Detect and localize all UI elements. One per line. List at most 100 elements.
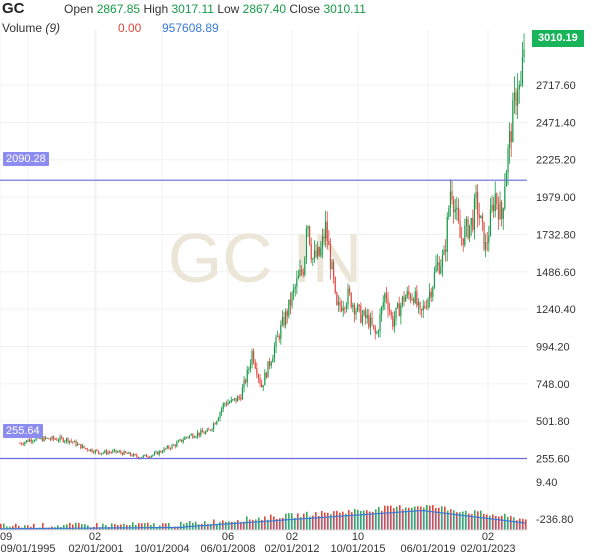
candle-body bbox=[376, 332, 378, 334]
volume-bar bbox=[57, 525, 59, 530]
volume-bar bbox=[381, 510, 383, 530]
candle-body bbox=[374, 327, 376, 334]
volume-bar bbox=[483, 513, 485, 530]
volume-bar bbox=[147, 522, 149, 530]
candle-body bbox=[240, 397, 242, 400]
volume-bar bbox=[237, 520, 239, 530]
candle-body bbox=[384, 293, 386, 303]
candle-body bbox=[43, 436, 45, 442]
candle-body bbox=[440, 266, 442, 274]
candle-body bbox=[499, 201, 501, 220]
candle-body bbox=[184, 437, 186, 440]
volume-bar bbox=[495, 515, 497, 530]
candle-body bbox=[425, 307, 428, 309]
volume-bar bbox=[363, 510, 365, 530]
candle-body bbox=[235, 398, 237, 402]
volume-bar bbox=[369, 511, 371, 530]
volume-bar bbox=[171, 526, 173, 530]
candle-body bbox=[406, 291, 408, 297]
candle-body bbox=[62, 438, 64, 442]
volume-bar bbox=[114, 524, 116, 530]
candle-body bbox=[363, 310, 365, 316]
candle-body bbox=[345, 304, 348, 309]
volume-bar bbox=[405, 507, 407, 530]
candle-body bbox=[328, 241, 330, 245]
high-value: 3017.11 bbox=[171, 2, 214, 16]
candle-body bbox=[400, 305, 402, 317]
volume-bar bbox=[84, 524, 86, 530]
hline-badge-lower[interactable]: 255.64 bbox=[3, 424, 43, 438]
candle-body bbox=[197, 432, 199, 437]
candle-body bbox=[88, 450, 90, 451]
candle-body bbox=[206, 429, 208, 432]
candle-body bbox=[144, 454, 146, 456]
candle-body bbox=[451, 191, 453, 200]
candle-body bbox=[326, 221, 328, 242]
candle-body bbox=[129, 452, 132, 456]
hline-badge-upper[interactable]: 2090.28 bbox=[3, 152, 49, 166]
candle-body bbox=[134, 454, 136, 455]
candle-body bbox=[208, 429, 210, 431]
candle-body bbox=[317, 247, 319, 257]
candle-body bbox=[318, 247, 320, 256]
candle-body bbox=[398, 303, 400, 317]
candle-body bbox=[309, 226, 311, 245]
volume-bar bbox=[282, 517, 284, 530]
candle-body bbox=[112, 450, 114, 453]
volume-bar bbox=[456, 512, 458, 530]
candle-body bbox=[30, 439, 32, 442]
candle-body bbox=[517, 89, 519, 106]
candle-body bbox=[462, 238, 464, 245]
candle-body bbox=[217, 418, 220, 422]
candle-body bbox=[456, 207, 458, 210]
volume-bar bbox=[300, 517, 302, 530]
candle-body bbox=[192, 434, 194, 438]
candle-body bbox=[350, 293, 352, 308]
volume-bar bbox=[432, 505, 434, 530]
candle-body bbox=[305, 228, 308, 258]
volume-bar bbox=[189, 521, 191, 530]
candle-body bbox=[248, 369, 250, 370]
x-tick-label: 10 bbox=[352, 531, 364, 543]
price-tick-label: 501.80 bbox=[536, 416, 570, 428]
volume-bar bbox=[507, 516, 509, 530]
volume-bar bbox=[222, 520, 224, 530]
candle-body bbox=[296, 278, 298, 287]
candle-body bbox=[57, 440, 60, 442]
candle-body bbox=[464, 226, 466, 245]
volume-bar bbox=[234, 521, 236, 530]
volume-bar bbox=[471, 514, 473, 530]
candle-body bbox=[221, 408, 223, 413]
candle-body bbox=[109, 452, 111, 453]
candle-body bbox=[189, 435, 191, 438]
volume-bar bbox=[348, 509, 350, 530]
candle-body bbox=[390, 311, 392, 316]
volume-bar bbox=[219, 522, 221, 530]
volume-bar bbox=[486, 514, 488, 530]
candle-body bbox=[262, 385, 264, 388]
candle-body bbox=[307, 226, 309, 229]
volume-bar bbox=[468, 513, 470, 530]
candle-body bbox=[302, 272, 304, 275]
candle-body bbox=[99, 452, 101, 455]
candle-body bbox=[347, 288, 349, 305]
candle-body bbox=[19, 443, 21, 445]
candle-body bbox=[213, 423, 215, 430]
candle-body bbox=[105, 450, 108, 454]
volume-header: Volume (9) bbox=[2, 21, 60, 35]
candle-body bbox=[381, 307, 383, 315]
candle-body bbox=[147, 456, 149, 458]
candle-body bbox=[245, 379, 247, 383]
volume-bar bbox=[246, 516, 248, 530]
volume-bar bbox=[99, 527, 101, 530]
volume-bar bbox=[444, 506, 446, 530]
candle-body bbox=[358, 304, 360, 306]
volume-bar bbox=[492, 514, 494, 530]
candle-body bbox=[521, 56, 524, 85]
volume-bar bbox=[177, 526, 179, 530]
candle-body bbox=[369, 317, 372, 328]
price-tick-label: 2471.40 bbox=[536, 117, 576, 129]
volume-bar bbox=[66, 524, 68, 530]
candle-body bbox=[238, 396, 240, 398]
candle-body bbox=[365, 310, 367, 319]
